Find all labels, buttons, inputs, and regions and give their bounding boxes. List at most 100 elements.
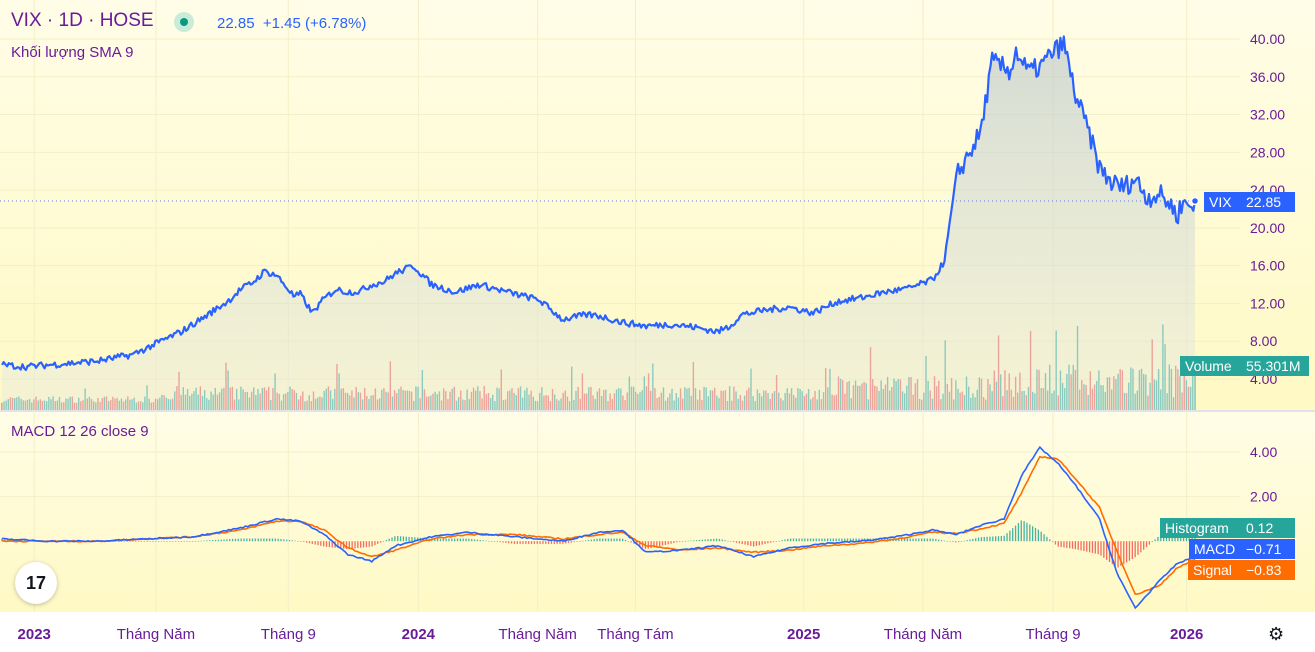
time-axis-label: Tháng Năm bbox=[498, 626, 576, 643]
histogram-bar bbox=[345, 541, 348, 550]
histogram-bar bbox=[479, 539, 481, 542]
settings-gear-icon[interactable]: ⚙ bbox=[1268, 624, 1285, 644]
histogram-bar bbox=[630, 541, 632, 543]
histogram-bar bbox=[169, 541, 171, 542]
histogram-bar bbox=[1100, 541, 1102, 556]
histogram-bar bbox=[929, 538, 931, 542]
histogram-bar bbox=[861, 538, 863, 542]
macd-indicator-title[interactable]: MACD 12 26 close 9 bbox=[11, 423, 149, 440]
histogram-bar bbox=[576, 541, 578, 542]
histogram-bar bbox=[360, 541, 362, 548]
histogram-bar bbox=[707, 539, 709, 542]
histogram-bar bbox=[681, 541, 684, 542]
macd-pane-bg bbox=[0, 412, 1315, 612]
histogram-bar bbox=[815, 538, 817, 542]
price-axis-tick: 28.00 bbox=[1250, 144, 1285, 160]
histogram-bar bbox=[733, 541, 735, 543]
histogram-bar bbox=[693, 540, 695, 542]
histogram-bar bbox=[963, 540, 965, 542]
histogram-bar bbox=[1023, 521, 1025, 542]
histogram-bar bbox=[1037, 529, 1040, 542]
price-axis[interactable]: 40.0036.0032.0028.0024.0020.0016.0012.00… bbox=[1250, 31, 1285, 505]
histogram-bar bbox=[1060, 541, 1062, 548]
macd-label-tag: MACD bbox=[1189, 539, 1243, 559]
histogram-bar bbox=[957, 541, 960, 543]
symbol-interval[interactable]: 1D bbox=[58, 10, 83, 31]
histogram-bar bbox=[593, 539, 595, 542]
histogram-bar bbox=[172, 541, 174, 542]
histogram-bar bbox=[126, 541, 128, 542]
histogram-bar bbox=[354, 541, 356, 549]
histogram-bar bbox=[1143, 541, 1145, 550]
histogram-bar bbox=[382, 541, 385, 542]
histogram-bar bbox=[311, 541, 313, 544]
time-axis-label: 2026 bbox=[1170, 626, 1203, 643]
histogram-bar bbox=[445, 538, 447, 542]
histogram-bar bbox=[579, 541, 581, 542]
histogram-bar bbox=[741, 541, 743, 545]
title-separator: · bbox=[88, 10, 95, 31]
histogram-bar bbox=[1043, 534, 1045, 542]
histogram-bar bbox=[738, 541, 741, 544]
histogram-bar bbox=[550, 541, 553, 544]
price-axis-tick: 40.00 bbox=[1250, 31, 1285, 47]
histogram-bar bbox=[405, 536, 407, 542]
histogram-bar bbox=[975, 538, 977, 542]
histogram-bar bbox=[613, 538, 615, 542]
time-axis-label: 2024 bbox=[402, 626, 436, 643]
symbol-name[interactable]: VIX bbox=[11, 10, 42, 31]
tradingview-logo-icon[interactable]: 17 bbox=[15, 562, 57, 604]
histogram-bar bbox=[377, 541, 379, 544]
histogram-bar bbox=[715, 538, 718, 542]
histogram-bar bbox=[274, 538, 276, 542]
histogram-bar bbox=[590, 539, 592, 542]
histogram-bar bbox=[977, 537, 980, 542]
price-change: +1.45 bbox=[262, 15, 301, 32]
histogram-bar bbox=[909, 538, 911, 542]
volume-value-tag: 55.301M bbox=[1241, 356, 1309, 376]
histogram-bar bbox=[112, 541, 114, 542]
histogram-bar bbox=[752, 541, 755, 547]
histogram-bar bbox=[553, 541, 555, 544]
histogram-bar bbox=[351, 541, 353, 549]
histogram-bar bbox=[1168, 535, 1170, 542]
histogram-bar bbox=[818, 538, 820, 542]
time-axis[interactable]: 2023 Tháng Năm Tháng 9 2024 Tháng Năm Tháng T… bbox=[18, 626, 1204, 643]
histogram-bar bbox=[1026, 522, 1028, 542]
histogram-bar bbox=[217, 539, 219, 542]
histogram-bar bbox=[368, 541, 370, 547]
histogram-bar bbox=[1180, 536, 1182, 542]
histogram-bar bbox=[320, 541, 322, 546]
time-axis-label: Tháng 9 bbox=[261, 626, 316, 643]
time-axis-label: Tháng Tám bbox=[597, 626, 673, 643]
histogram-bar bbox=[912, 538, 914, 542]
histogram-bar bbox=[328, 541, 331, 548]
histogram-bar bbox=[237, 538, 239, 542]
histogram-bar bbox=[1154, 539, 1156, 542]
histogram-bar bbox=[1032, 526, 1034, 542]
vix-label-tag: VIX bbox=[1204, 192, 1242, 212]
market-status-icon[interactable] bbox=[174, 12, 194, 32]
price-axis-tick: 36.00 bbox=[1250, 69, 1285, 85]
histogram-bar bbox=[898, 538, 900, 542]
histogram-bar bbox=[519, 541, 521, 544]
histogram-bar bbox=[266, 538, 268, 542]
histogram-bar bbox=[325, 541, 328, 547]
histogram-bar bbox=[539, 541, 541, 544]
histogram-bar bbox=[795, 538, 797, 542]
histogram-bar bbox=[243, 538, 245, 542]
histogram-bar bbox=[135, 541, 137, 542]
histogram-bar bbox=[1134, 541, 1136, 558]
volume-indicator-title[interactable]: Khối lượng SMA 9 bbox=[11, 44, 134, 61]
histogram-bar bbox=[761, 541, 763, 545]
histogram-bar bbox=[918, 538, 920, 542]
histogram-bar bbox=[394, 536, 396, 542]
symbol-title[interactable]: VIX · 1D · HOSE bbox=[11, 10, 154, 32]
histogram-bar bbox=[240, 538, 242, 542]
histogram-bar bbox=[226, 539, 228, 542]
histogram-bar bbox=[627, 541, 629, 542]
histogram-bar bbox=[596, 538, 598, 542]
histogram-bar bbox=[992, 536, 994, 542]
histogram-bar bbox=[1000, 536, 1002, 542]
